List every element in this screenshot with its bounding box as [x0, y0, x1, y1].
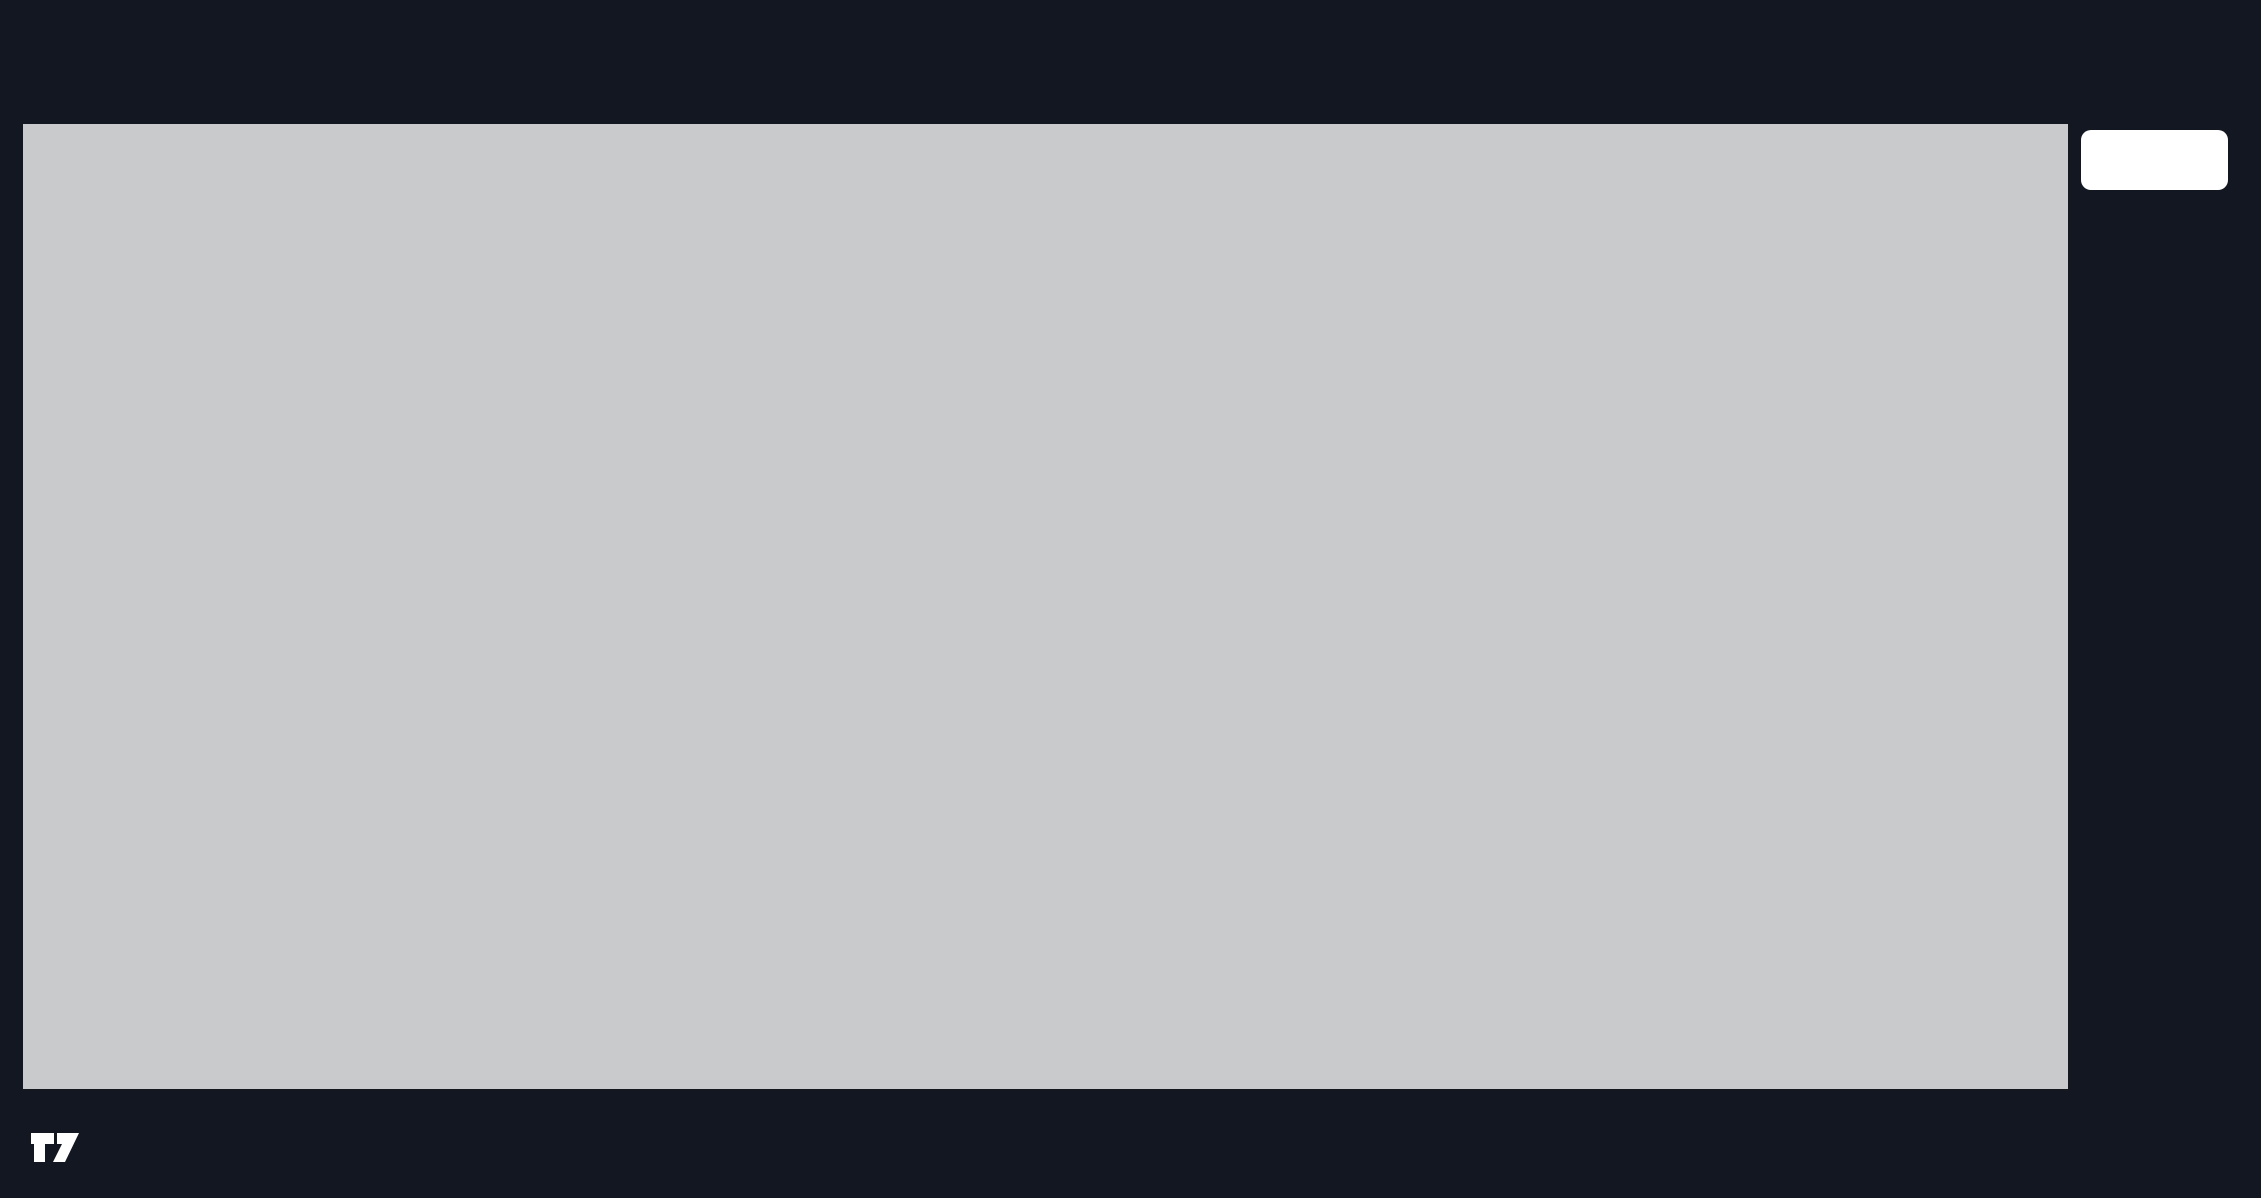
symbol-header [16, 52, 78, 84]
tradingview-logo-icon[interactable] [29, 1124, 81, 1181]
chart-canvas[interactable] [23, 124, 2068, 1089]
price-axis[interactable] [2068, 124, 2261, 1089]
currency-toggle-button[interactable] [2081, 130, 2228, 190]
chart-pane[interactable] [23, 124, 2070, 1091]
